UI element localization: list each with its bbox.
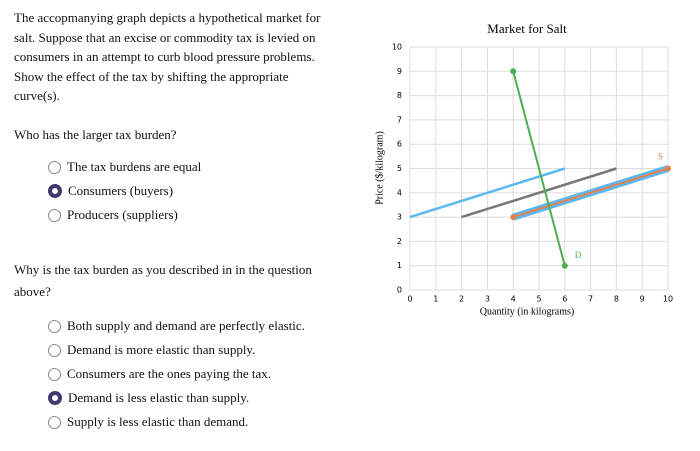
y-tick-label: 6 [397, 140, 402, 149]
radio-option[interactable]: Demand is more elastic than supply. [48, 342, 255, 358]
radio-button[interactable] [48, 160, 61, 174]
question-prompt: Who has the larger tax burden? [14, 127, 177, 142]
option-label[interactable]: Supply is less elastic than demand. [67, 414, 249, 429]
x-tick-label: 4 [511, 295, 516, 304]
y-tick-label: 2 [397, 237, 402, 246]
option-label[interactable]: Demand is more elastic than supply. [67, 342, 256, 357]
radio-button[interactable] [48, 184, 62, 198]
y-tick-label: 1 [397, 261, 402, 270]
radio-button[interactable] [48, 208, 61, 222]
x-tick-label: 7 [588, 295, 593, 304]
series-label: S [658, 152, 663, 162]
point [510, 214, 517, 221]
x-tick-label: 1 [433, 295, 438, 304]
x-tick-label: 10 [663, 295, 673, 304]
x-tick-label: 2 [459, 295, 464, 304]
line-series [461, 167, 617, 219]
y-axis-label: Price ($/kilogram) [374, 131, 385, 205]
x-tick-label: 3 [485, 295, 490, 304]
radio-option[interactable]: Consumers are the ones paying the tax. [48, 366, 271, 382]
point [510, 68, 517, 75]
option-label[interactable]: Producers (suppliers) [67, 207, 178, 222]
x-tick-label: 0 [407, 295, 412, 304]
option-label[interactable]: Demand is less elastic than supply. [68, 390, 250, 405]
line-series [512, 167, 669, 219]
radio-button[interactable] [48, 367, 61, 381]
radio-option[interactable]: Demand is less elastic than supply. [48, 390, 249, 406]
x-tick-label: 6 [562, 295, 567, 304]
radio-button[interactable] [48, 319, 61, 333]
chart-title: Market for Salt [487, 21, 567, 36]
y-tick-label: 0 [397, 286, 402, 295]
radio-button[interactable] [48, 391, 62, 405]
radio-button[interactable] [48, 343, 61, 357]
option-label[interactable]: Consumers are the ones paying the tax. [67, 366, 271, 381]
y-tick-label: 3 [397, 213, 402, 222]
y-tick-label: 9 [397, 67, 402, 76]
y-tick-label: 8 [397, 91, 402, 100]
radio-option[interactable]: Both supply and demand are perfectly ela… [48, 318, 305, 334]
line-series [512, 71, 566, 266]
y-tick-label: 4 [397, 188, 402, 197]
radio-option[interactable]: Consumers (buyers) [48, 183, 173, 199]
y-tick-label: 5 [397, 164, 402, 173]
radio-option[interactable]: The tax burdens are equal [48, 159, 201, 175]
point [561, 262, 568, 269]
option-label[interactable]: Both supply and demand are perfectly ela… [67, 318, 305, 333]
radio-option[interactable]: Producers (suppliers) [48, 207, 178, 223]
intro: The accopmanying graph depicts a hypothe… [14, 10, 321, 103]
x-tick-label: 8 [614, 295, 619, 304]
x-tick-label: 9 [640, 295, 645, 304]
option-label[interactable]: Consumers (buyers) [68, 183, 174, 198]
radio-button[interactable] [48, 415, 61, 429]
option-label[interactable]: The tax burdens are equal [67, 159, 202, 174]
x-axis-label: Quantity (in kilograms) [480, 306, 574, 317]
series-label: D [575, 250, 582, 260]
radio-option[interactable]: Supply is less elastic than demand. [48, 414, 248, 430]
y-tick-label: 10 [392, 43, 402, 52]
x-tick-label: 5 [536, 295, 541, 304]
point [665, 165, 671, 172]
line-series [409, 167, 566, 219]
question-prompt: Why is the tax burden as you described i… [14, 262, 312, 299]
y-tick-label: 7 [397, 115, 402, 124]
